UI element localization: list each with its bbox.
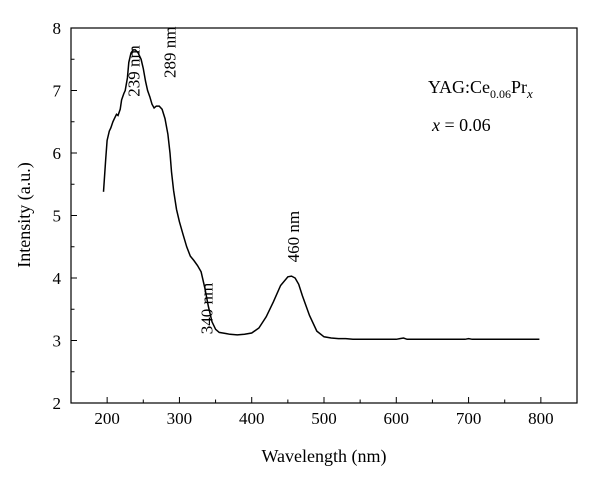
legend-sample-sub1: 0.06: [490, 87, 511, 101]
y-tick-label: 8: [53, 19, 62, 38]
peak-label: 239 nm: [124, 45, 143, 96]
x-tick-label: 200: [94, 409, 120, 428]
y-axis-title: Intensity (a.u.): [14, 162, 35, 267]
y-tick-label: 7: [53, 82, 62, 101]
legend-sample: YAG:Ce0.06Prx: [428, 77, 533, 101]
x-tick-label: 400: [239, 409, 265, 428]
x-tick-label: 800: [528, 409, 554, 428]
x-tick-label: 500: [311, 409, 337, 428]
peak-label: 340 nm: [197, 283, 216, 334]
legend-sample-mid: Pr: [511, 77, 527, 97]
peak-annotations: 239 nm 289 nm 340 nm 460 nm: [124, 27, 303, 335]
tick-labels: 200 300 400 500 600 700 800 2 3 4 5 6 7 8: [53, 19, 554, 428]
x-tick-label: 700: [456, 409, 482, 428]
y-tick-label: 2: [53, 394, 62, 413]
axis-ticks: [70, 27, 578, 404]
legend-sample-prefix: YAG:Ce: [428, 77, 490, 97]
y-tick-label: 6: [53, 144, 62, 163]
legend-x-value: x = 0.06: [431, 115, 491, 135]
legend-sample-sub2: x: [526, 86, 533, 101]
peak-label: 460 nm: [284, 211, 303, 262]
peak-label: 289 nm: [161, 27, 180, 78]
y-tick-label: 4: [53, 269, 62, 288]
x-axis-title: Wavelength (nm): [261, 446, 386, 467]
y-tick-label: 3: [53, 332, 62, 351]
y-tick-label: 5: [53, 207, 62, 226]
legend-x-eq: = 0.06: [440, 115, 491, 135]
x-tick-label: 300: [167, 409, 193, 428]
spectrum-line: [102, 49, 540, 341]
x-tick-label: 600: [384, 409, 410, 428]
legend-x-var: x: [431, 115, 440, 135]
